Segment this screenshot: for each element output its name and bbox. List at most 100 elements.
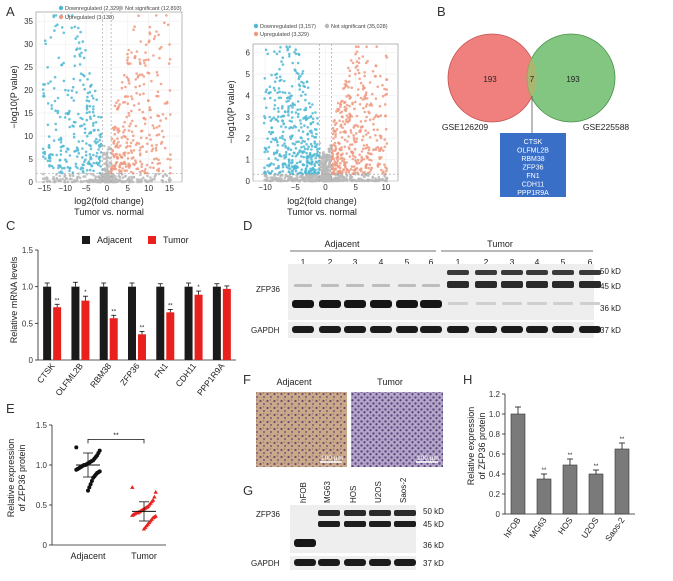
volcano-point — [44, 42, 47, 46]
volcano-point — [88, 153, 92, 156]
volcano-point — [44, 157, 47, 160]
volcano-point — [88, 110, 91, 114]
volcano-point — [162, 135, 165, 139]
volcano-point — [381, 149, 385, 152]
volcano-point — [359, 96, 363, 100]
volcano-point — [85, 142, 88, 145]
volcano-point — [46, 159, 50, 163]
volcano-point — [296, 176, 299, 179]
sig-label: ** — [113, 432, 119, 439]
band-gapdh — [369, 559, 391, 566]
volcano-point — [138, 84, 142, 88]
volcano-point — [273, 89, 277, 92]
volcano-point — [309, 115, 313, 118]
volcano-point — [95, 137, 98, 141]
volcano-point — [73, 64, 77, 67]
volcano-point — [329, 146, 333, 149]
volcano-point — [378, 104, 382, 108]
blot-d-loading: GAPDH — [251, 326, 280, 335]
band-45kd — [344, 521, 366, 527]
volcano-point — [68, 173, 72, 177]
legend-down: Downregulated (3,157) — [260, 24, 316, 30]
volcano-point — [267, 145, 271, 149]
volcano-point — [62, 79, 66, 83]
volcano-point — [66, 180, 70, 183]
volcano-point — [281, 63, 285, 66]
volcano-point — [267, 91, 270, 95]
volcano-point — [301, 130, 305, 133]
volcano-point — [362, 144, 366, 147]
legend-ns: Not significant (12,893) — [125, 6, 182, 12]
sig-bracket — [87, 439, 145, 444]
volcano-point — [43, 83, 47, 86]
volcano-point — [348, 116, 351, 119]
volcano-point — [101, 153, 105, 157]
volcano-point — [109, 156, 112, 160]
venn-left-name: GSE126209 — [442, 122, 489, 132]
y-tick-label: 0 — [43, 541, 48, 550]
volcano-point — [305, 151, 308, 155]
volcano-point — [326, 168, 330, 172]
volcano-point — [118, 129, 121, 133]
volcano-point — [161, 179, 165, 182]
volcano-point — [92, 108, 95, 111]
panel-label-e: E — [6, 401, 15, 416]
volcano-point — [306, 174, 310, 177]
volcano-point — [372, 148, 376, 151]
volcano-point — [297, 77, 301, 81]
volcano-point — [266, 170, 270, 173]
y-tick-label: 1.5 — [22, 246, 34, 255]
volcano-point — [163, 21, 166, 25]
volcano-point — [370, 159, 373, 162]
volcano-point — [341, 115, 344, 119]
volcano-point — [132, 175, 136, 179]
volcano-point — [126, 157, 130, 160]
volcano-point — [288, 95, 292, 98]
volcano-point — [80, 166, 83, 169]
volcano-point — [336, 151, 340, 155]
volcano-point — [139, 160, 142, 163]
volcano-point — [358, 179, 362, 183]
volcano-point — [53, 29, 56, 32]
lane-label: 6 — [429, 257, 434, 267]
volcano-point — [267, 157, 271, 160]
band-gapdh — [420, 326, 442, 333]
volcano-point — [298, 160, 302, 164]
volcano-point — [287, 107, 290, 110]
volcano-point — [97, 161, 101, 165]
volcano-point — [278, 178, 282, 182]
volcano-point — [129, 122, 132, 125]
volcano-point — [140, 129, 144, 133]
volcano-point — [276, 144, 280, 147]
volcano-point — [77, 175, 80, 178]
band-45kd — [579, 281, 601, 288]
volcano-point — [324, 157, 328, 161]
band-faint — [422, 284, 440, 287]
volcano-point — [42, 155, 45, 158]
volcano-point — [351, 151, 355, 154]
volcano-point — [375, 45, 379, 48]
y-tick-label: 0.8 — [489, 430, 501, 439]
volcano-point — [367, 148, 371, 152]
volcano-point — [119, 144, 122, 148]
volcano-point — [155, 143, 158, 147]
volcano-point — [365, 103, 369, 106]
volcano-point — [287, 158, 291, 161]
blot-d-mw-36: 36 kD — [600, 304, 621, 313]
volcano-point — [144, 51, 147, 54]
volcano-point — [315, 132, 318, 136]
point-adjacent — [87, 485, 92, 490]
volcano-point — [320, 162, 323, 166]
volcano-point — [143, 178, 147, 182]
volcano-point — [266, 176, 269, 180]
volcano-point — [311, 117, 315, 120]
volcano-point — [127, 77, 130, 81]
volcano-point — [336, 171, 340, 175]
volcano-point — [164, 117, 168, 120]
volcano-point — [149, 176, 152, 179]
volcano-point — [373, 179, 377, 183]
volcano-point — [302, 117, 305, 120]
volcano-point — [371, 92, 374, 96]
volcano-point — [62, 31, 66, 35]
volcano-point — [293, 103, 297, 107]
